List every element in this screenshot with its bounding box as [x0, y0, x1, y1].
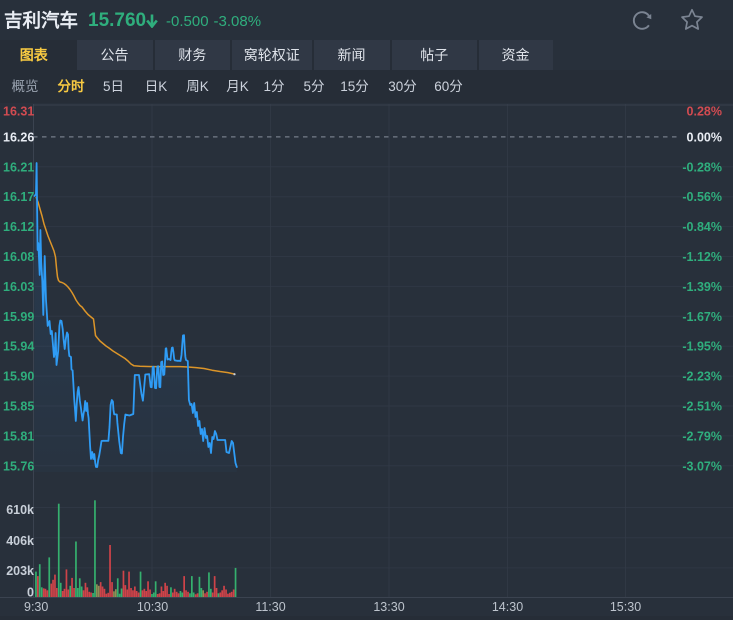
svg-text:-2.23%: -2.23%	[682, 370, 722, 384]
svg-text:15.76: 15.76	[3, 459, 34, 473]
svg-text:16.31: 16.31	[3, 105, 34, 119]
svg-text:16.17: 16.17	[3, 190, 34, 204]
svg-text:-1.39%: -1.39%	[682, 280, 722, 294]
svg-text:15:30: 15:30	[610, 600, 641, 614]
svg-text:16.12: 16.12	[3, 220, 34, 234]
svg-text:9:30: 9:30	[24, 600, 48, 614]
svg-text:15.90: 15.90	[3, 370, 34, 384]
svg-text:15.85: 15.85	[3, 400, 34, 414]
svg-text:15.81: 15.81	[3, 429, 34, 443]
svg-text:-0.84%: -0.84%	[682, 220, 722, 234]
svg-text:-0.28%: -0.28%	[682, 160, 722, 174]
svg-text:15.94: 15.94	[3, 340, 34, 354]
svg-text:-2.51%: -2.51%	[682, 400, 722, 414]
svg-text:0.28%: 0.28%	[687, 105, 722, 119]
svg-text:-1.67%: -1.67%	[682, 310, 722, 324]
svg-text:10:30: 10:30	[137, 600, 168, 614]
svg-text:-1.12%: -1.12%	[682, 250, 722, 264]
svg-text:610k: 610k	[6, 503, 34, 517]
svg-text:16.21: 16.21	[3, 160, 34, 174]
svg-text:406k: 406k	[6, 534, 34, 548]
svg-text:0: 0	[27, 586, 34, 600]
svg-text:-2.79%: -2.79%	[682, 429, 722, 443]
svg-text:-0.56%: -0.56%	[682, 190, 722, 204]
svg-text:0.00%: 0.00%	[687, 131, 722, 145]
svg-text:203k: 203k	[6, 564, 34, 578]
svg-text:11:30: 11:30	[255, 600, 285, 614]
svg-text:16.08: 16.08	[3, 250, 34, 264]
svg-text:-3.07%: -3.07%	[682, 459, 722, 473]
svg-text:14:30: 14:30	[492, 600, 523, 614]
svg-text:-1.95%: -1.95%	[682, 340, 722, 354]
svg-text:13:30: 13:30	[373, 600, 404, 614]
svg-text:16.03: 16.03	[3, 280, 34, 294]
svg-text:16.26: 16.26	[3, 131, 34, 145]
svg-text:15.99: 15.99	[3, 310, 34, 324]
